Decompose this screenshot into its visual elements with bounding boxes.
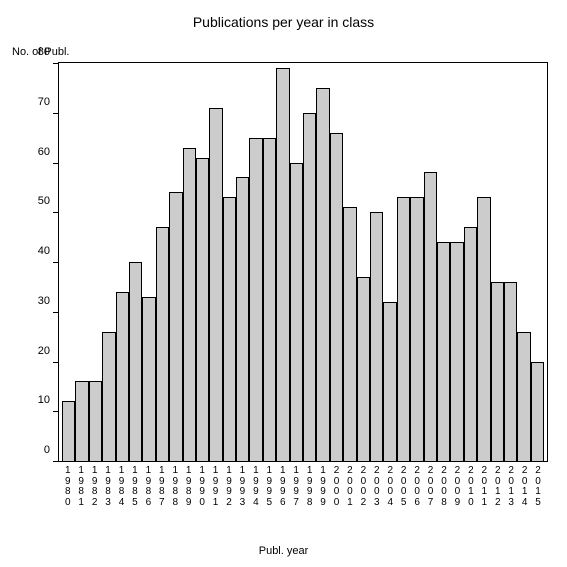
x-tick-label: 1986 — [142, 464, 155, 520]
bar — [517, 332, 530, 461]
x-tick-label: 1988 — [169, 464, 182, 520]
x-tick-label: 1982 — [88, 464, 101, 520]
x-tick-label: 2006 — [410, 464, 423, 520]
bar — [183, 148, 196, 461]
y-tick-label: 0 — [44, 444, 50, 456]
x-tick-label: 1984 — [115, 464, 128, 520]
bar — [437, 242, 450, 461]
bar — [75, 381, 88, 461]
x-tick-label: 1997 — [289, 464, 302, 520]
bar — [450, 242, 463, 461]
x-tick-label: 2013 — [504, 464, 517, 520]
bar — [156, 227, 169, 461]
bar — [370, 212, 383, 461]
x-tick-label: 2012 — [491, 464, 504, 520]
x-tick-label: 2005 — [397, 464, 410, 520]
x-tick-label: 1992 — [222, 464, 235, 520]
bar — [330, 133, 343, 461]
bar — [491, 282, 504, 461]
bar — [142, 297, 155, 461]
chart-container: Publications per year in class No. of Pu… — [0, 0, 567, 567]
x-tick-label: 2001 — [343, 464, 356, 520]
x-tick-label: 1990 — [195, 464, 208, 520]
y-tick-label: 50 — [38, 195, 50, 207]
bar — [383, 302, 396, 461]
bar — [276, 68, 289, 461]
bar — [397, 197, 410, 461]
x-tick-label: 2007 — [424, 464, 437, 520]
bars-group — [59, 63, 547, 461]
x-tick-label: 1989 — [182, 464, 195, 520]
x-tick-label: 1993 — [236, 464, 249, 520]
x-tick-label: 2004 — [384, 464, 397, 520]
x-tick-label: 2014 — [518, 464, 531, 520]
x-tick-label: 2015 — [531, 464, 544, 520]
x-tick-label: 1991 — [209, 464, 222, 520]
bar — [62, 401, 75, 461]
x-tick-label: 2000 — [330, 464, 343, 520]
x-axis-label: Publ. year — [0, 545, 567, 557]
x-tick-label: 1980 — [61, 464, 74, 520]
x-tick-label: 1999 — [316, 464, 329, 520]
chart-title: Publications per year in class — [0, 14, 567, 30]
y-axis-ticks: 01020304050607080 — [0, 62, 58, 462]
bar — [209, 108, 222, 461]
y-tick-label: 80 — [38, 46, 50, 58]
bar — [236, 177, 249, 461]
x-tick-label: 2008 — [437, 464, 450, 520]
bar — [102, 332, 115, 461]
bar — [477, 197, 490, 461]
bar — [424, 172, 437, 461]
x-tick-label: 1987 — [155, 464, 168, 520]
bar — [410, 197, 423, 461]
bar — [89, 381, 102, 461]
bar — [531, 362, 544, 462]
x-axis-ticks: 1980198119821983198419851986198719881989… — [58, 464, 548, 520]
y-tick-label: 10 — [38, 394, 50, 406]
x-tick-label: 1996 — [276, 464, 289, 520]
y-tick-label: 40 — [38, 245, 50, 257]
bar — [316, 88, 329, 461]
y-tick-label: 20 — [38, 345, 50, 357]
bar — [249, 138, 262, 461]
bar — [263, 138, 276, 461]
y-tick-label: 30 — [38, 295, 50, 307]
y-tick-label: 70 — [38, 96, 50, 108]
y-tick-label: 60 — [38, 146, 50, 158]
bar — [169, 192, 182, 461]
x-tick-label: 1994 — [249, 464, 262, 520]
bar — [290, 163, 303, 462]
bar — [464, 227, 477, 461]
x-tick-label: 2002 — [357, 464, 370, 520]
x-tick-label: 1981 — [74, 464, 87, 520]
x-tick-label: 2011 — [478, 464, 491, 520]
x-tick-label: 1995 — [263, 464, 276, 520]
x-tick-label: 1983 — [101, 464, 114, 520]
bar — [504, 282, 517, 461]
bar — [116, 292, 129, 461]
plot-area — [58, 62, 548, 462]
bar — [129, 262, 142, 461]
bar — [357, 277, 370, 461]
bar — [223, 197, 236, 461]
x-tick-label: 1985 — [128, 464, 141, 520]
x-tick-label: 2009 — [451, 464, 464, 520]
bar — [303, 113, 316, 461]
bar — [196, 158, 209, 461]
bar — [343, 207, 356, 461]
x-tick-label: 2010 — [464, 464, 477, 520]
x-tick-label: 1998 — [303, 464, 316, 520]
x-tick-label: 2003 — [370, 464, 383, 520]
